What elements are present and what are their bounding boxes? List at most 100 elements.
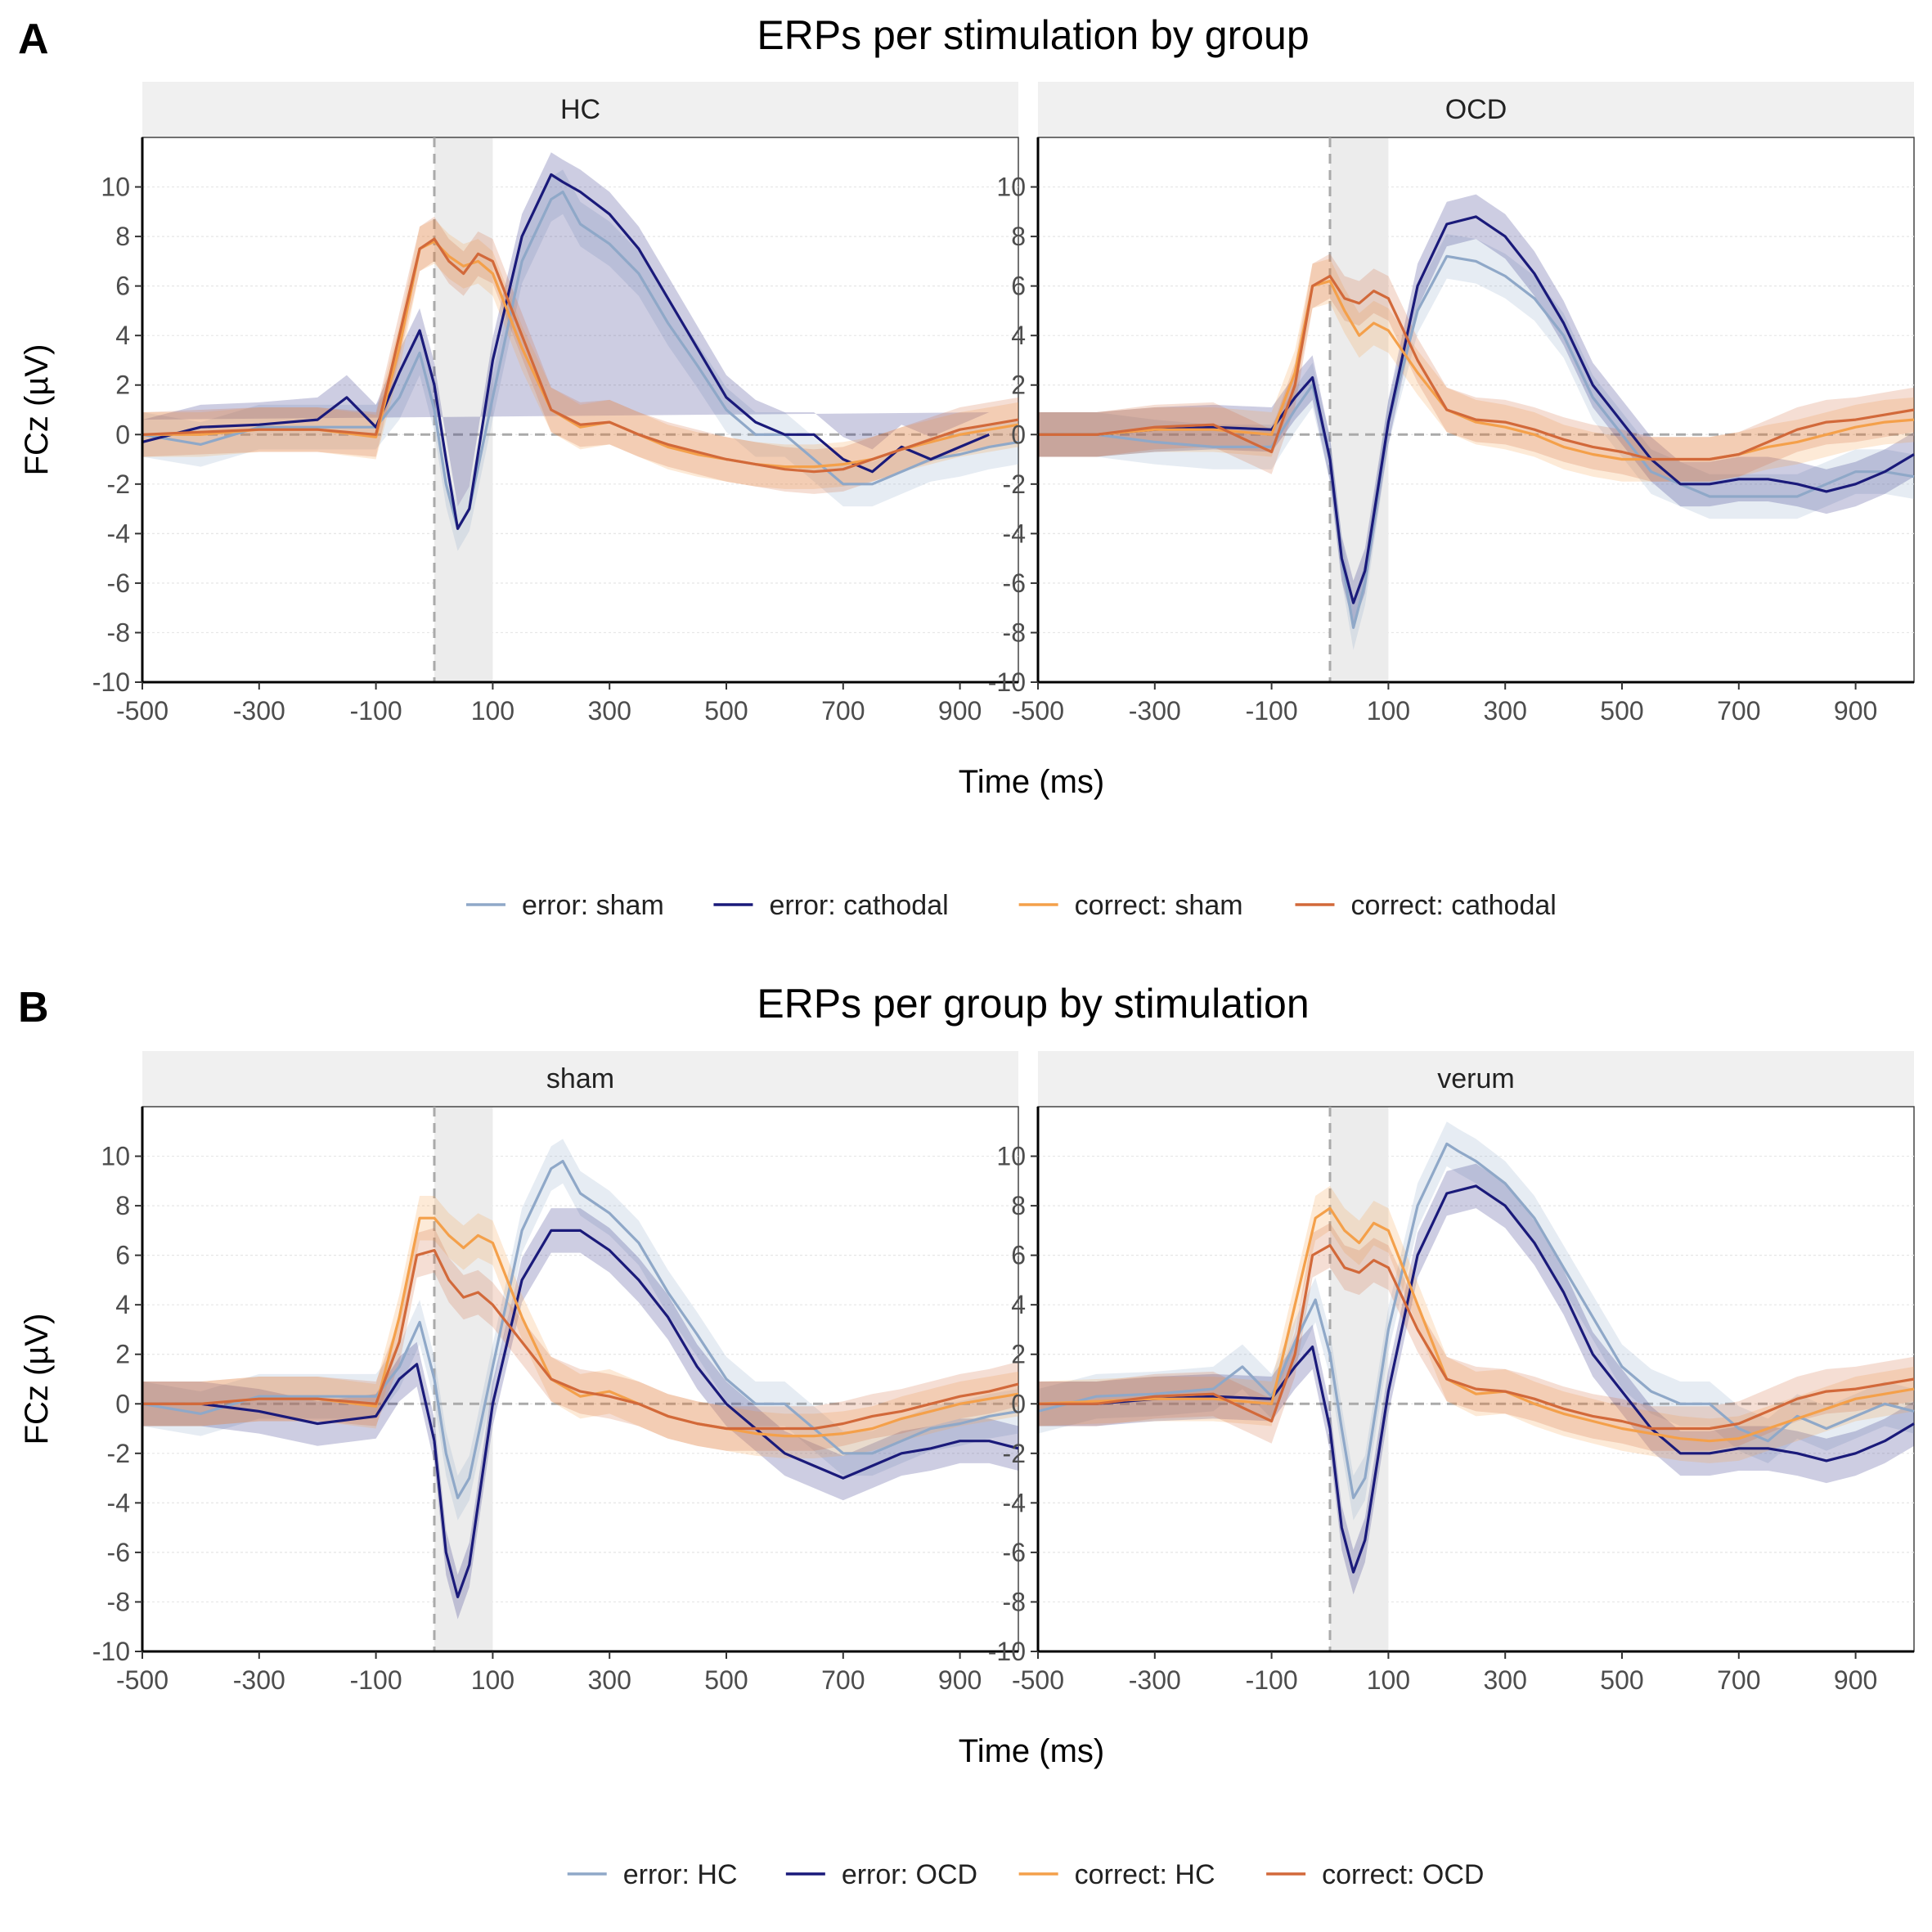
facet-strip-label: sham: [546, 1063, 614, 1094]
y-tick-label: -4: [107, 1488, 130, 1517]
facet-verum: verum -10 -8 -6 -4 -2 0 2 4 6 8 10 -500 -300 -100 100 30…: [988, 1051, 1915, 1695]
analysis-window: [434, 138, 493, 681]
y-axis-title: FCz (µV): [19, 344, 55, 476]
x-tick-label: -500: [116, 1665, 168, 1695]
legend-label-0: error: sham: [522, 890, 664, 921]
x-axis-title: Time (ms): [959, 1733, 1104, 1769]
series-band-1: [142, 152, 990, 507]
y-tick-label: 0: [1011, 1389, 1026, 1418]
y-tick-label: 10: [101, 173, 130, 202]
y-tick-label: 4: [115, 321, 130, 350]
series-band-0: [142, 169, 1018, 551]
panel-label-a: A: [18, 16, 49, 63]
series-line-1: [142, 1229, 1019, 1598]
x-tick-label: -300: [1129, 1665, 1181, 1695]
y-tick-label: -2: [107, 1439, 130, 1468]
x-tick-label: -500: [1012, 696, 1064, 726]
series-line-1: [1038, 215, 1915, 604]
series-line-2: [1037, 1206, 1915, 1443]
y-tick-label: -6: [1003, 1538, 1026, 1567]
x-tick-label: 300: [588, 1665, 631, 1695]
legend-label-3: correct: cathodal: [1350, 890, 1556, 921]
series-band-0: [142, 1139, 1018, 1521]
x-tick-label: -100: [350, 1665, 402, 1695]
y-tick-label: 8: [1011, 222, 1026, 251]
y-tick-label: -4: [1003, 1488, 1026, 1517]
y-tick-label: 8: [115, 1191, 130, 1220]
panel-label-b: B: [18, 984, 49, 1031]
y-tick-label: 2: [115, 371, 130, 400]
x-tick-label: -100: [1246, 696, 1298, 726]
series-line-3: [1038, 274, 1915, 461]
facet-strip: [142, 82, 1018, 137]
x-tick-label: 300: [588, 696, 631, 726]
y-tick-label: 8: [1011, 1191, 1026, 1220]
y-tick-label: -4: [107, 519, 130, 548]
y-tick-label: -10: [92, 1637, 130, 1666]
analysis-window: [434, 1108, 493, 1651]
x-tick-label: 900: [1834, 1665, 1877, 1695]
facet-strip-label: HC: [560, 94, 600, 125]
plot-area: [1037, 1106, 1915, 1652]
y-tick-label: 6: [115, 1241, 130, 1270]
series-band-2: [1038, 258, 1914, 482]
series-line-1: [1038, 1184, 1915, 1574]
x-tick-label: 900: [1834, 696, 1877, 726]
y-tick-label: -8: [1003, 618, 1026, 647]
plot-area: [142, 1106, 1019, 1652]
facet-hc: HC -10 -8 -6 -4 -2 0 2 4 6 8 10 -500 -300 -100 100 300 50…: [92, 82, 1019, 726]
facet-strip-label: verum: [1437, 1063, 1514, 1094]
series-band-1: [1038, 1163, 1914, 1595]
legend: error: sham error: cathodal correct: sham c…: [465, 890, 1557, 921]
y-tick-label: -6: [107, 1538, 130, 1567]
facet-sham: sham -10 -8 -6 -4 -2 0 2 4 6 8 10 -500 -300 -100 100 300…: [92, 1051, 1019, 1695]
series-band-0: [1038, 234, 1914, 650]
facet-strip-label: OCD: [1445, 94, 1507, 125]
x-tick-label: -300: [1129, 696, 1181, 726]
y-tick-label: 0: [115, 420, 130, 449]
x-tick-label: -300: [233, 696, 285, 726]
x-tick-label: -100: [1246, 1665, 1298, 1695]
x-tick-label: -500: [116, 696, 168, 726]
y-tick-label: -6: [107, 568, 130, 598]
y-tick-label: 6: [1011, 1241, 1026, 1270]
y-tick-label: 0: [1011, 420, 1026, 449]
y-tick-label: -2: [1003, 470, 1026, 499]
y-tick-label: 10: [101, 1142, 130, 1171]
y-tick-label: 10: [996, 173, 1026, 202]
series-line-3: [1038, 1243, 1915, 1431]
y-tick-label: 4: [1011, 1290, 1026, 1319]
analysis-window: [1330, 1108, 1389, 1651]
series-line-0: [142, 191, 1019, 530]
y-tick-label: 2: [1011, 1340, 1026, 1369]
x-tick-label: 900: [938, 1665, 982, 1695]
y-tick-label: -10: [92, 667, 130, 697]
x-tick-label: 700: [821, 1665, 865, 1695]
y-tick-label: -4: [1003, 519, 1026, 548]
series-line-0: [142, 1160, 1019, 1499]
y-tick-label: 6: [115, 272, 130, 301]
legend-label-3: correct: OCD: [1322, 1859, 1484, 1890]
x-tick-label: 100: [1367, 1665, 1410, 1695]
x-tick-label: 700: [1717, 1665, 1760, 1695]
legend-label-1: error: cathodal: [769, 890, 948, 921]
y-tick-label: -8: [107, 618, 130, 647]
y-axis-title: FCz (µV): [19, 1314, 55, 1445]
legend-label-2: correct: sham: [1075, 890, 1243, 921]
x-tick-label: -300: [233, 1665, 285, 1695]
y-tick-label: 2: [1011, 371, 1026, 400]
x-tick-label: 500: [704, 696, 748, 726]
facet-strip: [1038, 82, 1914, 137]
series-line-2: [1038, 280, 1915, 461]
analysis-window: [1330, 138, 1389, 681]
series-band-2: [142, 218, 1018, 489]
series-band-2: [1038, 1185, 1914, 1463]
x-tick-label: 700: [1717, 696, 1760, 726]
series-band-0: [1038, 1121, 1914, 1521]
y-tick-label: 4: [1011, 321, 1026, 350]
x-tick-label: 100: [1367, 696, 1410, 726]
y-tick-label: 4: [115, 1290, 130, 1319]
facet-strip: [142, 1051, 1018, 1107]
y-tick-label: -2: [1003, 1439, 1026, 1468]
